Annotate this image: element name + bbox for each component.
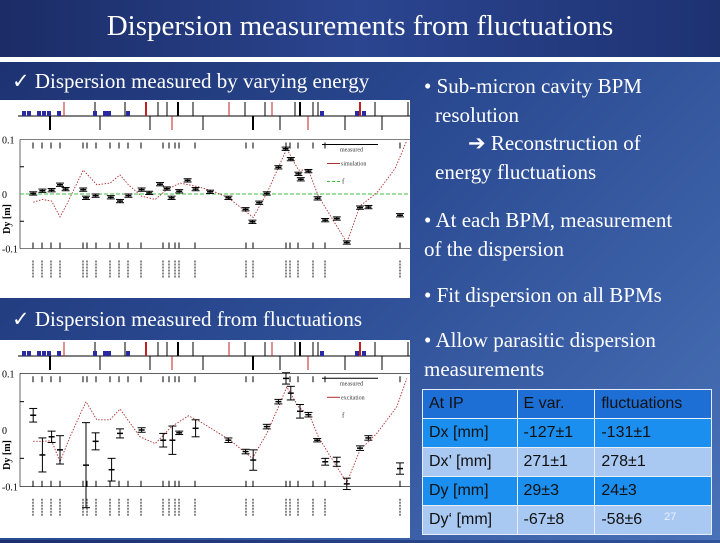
bpm-marker — [47, 351, 51, 356]
dispersion-plot-energy: 0.1 0 -0.1 Dy [m] measured simulation f — [2, 102, 410, 279]
bullet-measurement: • At each BPM, measurement — [424, 208, 673, 232]
sub-bullet-reconstruction-cont: energy fluctuations — [435, 160, 597, 184]
bpm-marker — [355, 111, 359, 116]
table-cell: 278±1 — [594, 447, 712, 477]
table-row: Dx [mm] -127±1 -131±1 — [422, 418, 712, 448]
bpm-marker — [362, 111, 366, 116]
table-row: Dx’ [mm] 271±1 278±1 — [422, 447, 712, 477]
table-cell: -127±1 — [516, 418, 596, 448]
bpm-marker — [27, 351, 31, 356]
title-divider — [0, 57, 720, 62]
table-cell-with-page-number: -58±6 27 — [594, 505, 712, 535]
bpm-marker — [42, 111, 46, 116]
table-header-row: At IP E var. fluctuations — [422, 389, 712, 419]
ip-dispersion-table: At IP E var. fluctuations Dx [mm] -127±1… — [422, 389, 712, 535]
bpm-marker — [107, 111, 111, 116]
y-tick-label: -0.1 — [2, 483, 18, 494]
bpm-marker — [42, 351, 46, 356]
slide-title: Dispersion measurements from fluctuation… — [106, 10, 614, 42]
legend-model: simulation — [341, 162, 366, 168]
bpm-marker — [37, 111, 41, 116]
bpm-marker — [22, 351, 26, 356]
legend-measured: measured — [340, 148, 363, 154]
dispersion-plot-fluctuations: 0.1 0 -0.1 Dy [m] measured excitation f — [2, 342, 410, 517]
bullet-bpm-resolution: • Sub-micron cavity BPM — [424, 74, 642, 98]
table-header: At IP — [422, 389, 518, 419]
page-number: 27 — [664, 511, 677, 523]
title-bar — [0, 0, 720, 57]
y-tick-label: 0 — [2, 190, 7, 201]
table-header: fluctuations — [594, 389, 712, 419]
legend-reference: f — [342, 178, 345, 186]
table-cell: Dy [mm] — [422, 476, 518, 506]
legend-model: excitation — [341, 395, 365, 401]
bpm-marker — [93, 111, 97, 116]
bpm-marker — [57, 111, 61, 116]
bpm-marker — [320, 351, 324, 356]
table-cell: 24±3 — [594, 476, 712, 506]
bpm-marker — [103, 351, 107, 356]
bpm-marker — [37, 351, 41, 356]
bpm-marker — [126, 351, 130, 356]
y-tick-label: 0.1 — [2, 369, 15, 380]
sub-bullet-reconstruction: ➔ Reconstruction of — [468, 131, 641, 155]
bpm-marker — [126, 111, 130, 116]
table-cell: Dx [mm] — [422, 418, 518, 448]
table-cell: -67±8 — [516, 505, 596, 535]
table-cell: Dy‘ [mm] — [422, 505, 518, 535]
bpm-marker — [47, 111, 51, 116]
bpm-marker — [93, 351, 97, 356]
bullet-bpm-resolution-cont: resolution — [435, 103, 519, 127]
y-tick-label: -0.1 — [2, 245, 18, 256]
bullet-parasitic: • Allow parasitic dispersion — [424, 328, 656, 352]
bpm-marker — [103, 111, 107, 116]
table-row: Dy [mm] 29±3 24±3 — [422, 476, 712, 506]
bullet-measurement-cont: of the dispersion — [424, 237, 564, 261]
bpm-marker — [355, 351, 359, 356]
table-cell: -58±6 — [601, 511, 643, 528]
bpm-marker — [362, 351, 366, 356]
y-tick-label: 0 — [2, 426, 7, 437]
heading-fluctuations: ✓ Dispersion measured from fluctuations — [12, 307, 363, 331]
legend-measured: measured — [340, 381, 363, 387]
bpm-marker — [22, 111, 26, 116]
bullet-fit-dispersion: • Fit dispersion on all BPMs — [424, 283, 662, 307]
model-series — [33, 378, 408, 484]
bpm-marker — [320, 111, 324, 116]
y-axis-label: Dy [m] — [2, 440, 13, 470]
table-row: Dy‘ [mm] -67±8 -58±6 27 — [422, 505, 712, 535]
chart-energy-variation: 0.1 0 -0.1 Dy [m] measured simulation f — [0, 100, 410, 298]
legend-reference: f — [342, 411, 345, 419]
table-cell: Dx’ [mm] — [422, 447, 518, 477]
y-tick-label: 0.1 — [2, 136, 15, 147]
table-cell: 29±3 — [516, 476, 596, 506]
bpm-marker — [57, 351, 61, 356]
table-cell: 271±1 — [516, 447, 596, 477]
bullet-parasitic-cont: measurements — [424, 357, 545, 381]
model-series — [33, 140, 408, 244]
chart-fluctuations: 0.1 0 -0.1 Dy [m] measured excitation f — [0, 340, 410, 538]
bpm-marker — [27, 111, 31, 116]
y-axis-label: Dy [m] — [2, 204, 13, 234]
table-header: E var. — [516, 389, 596, 419]
table-cell: -131±1 — [594, 418, 712, 448]
heading-energy-variation: ✓ Dispersion measured by varying energy — [12, 69, 370, 93]
bpm-marker — [107, 351, 111, 356]
